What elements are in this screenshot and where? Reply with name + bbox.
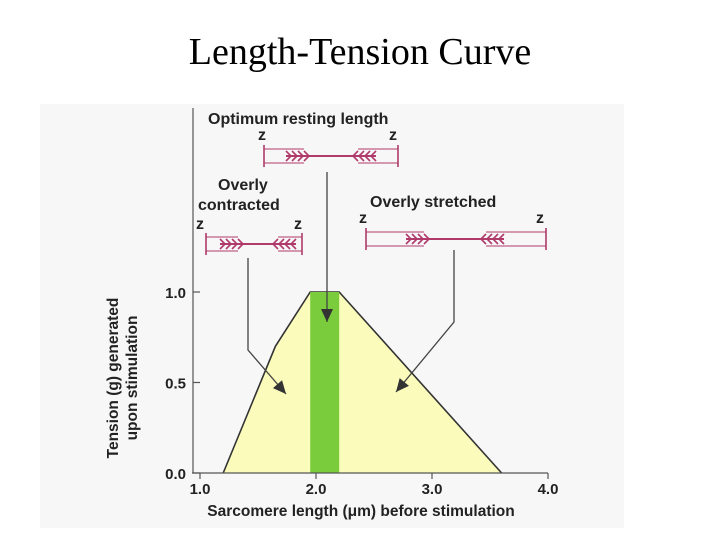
optimum-z-right: z xyxy=(389,127,397,144)
myosin-head-left xyxy=(363,150,371,162)
myosin-head-right xyxy=(231,238,239,250)
myosin-head-right xyxy=(225,238,233,250)
y-tick-label: 1.0 xyxy=(165,285,186,302)
contracted-z-right: z xyxy=(294,216,302,233)
stretched-label: Overly stretched xyxy=(370,194,496,211)
myosin-head-left xyxy=(491,233,499,245)
optimum-label: Optimum resting length xyxy=(208,111,388,128)
stretched-arrow xyxy=(395,250,455,393)
optimum-z-left: z xyxy=(258,127,266,144)
optimum-arrow xyxy=(321,172,333,322)
myosin-head-right xyxy=(303,150,311,162)
myosin-head-right xyxy=(417,233,425,245)
myosin-head-left xyxy=(283,238,291,250)
contracted-z-left: z xyxy=(196,216,204,233)
y-tick-label: 0.5 xyxy=(165,376,186,393)
arrow-head xyxy=(321,309,333,322)
myosin-head-right xyxy=(285,150,293,162)
slide-title: Length-Tension Curve xyxy=(188,31,532,73)
myosin-head-right xyxy=(411,233,419,245)
optimum-sarcomere xyxy=(263,145,399,167)
myosin-head-left xyxy=(351,150,359,162)
x-tick-label: 1.0 xyxy=(190,481,211,498)
myosin-head-right xyxy=(219,238,227,250)
myosin-head-right xyxy=(297,150,305,162)
myosin-head-left xyxy=(497,233,505,245)
arrow-head xyxy=(396,378,409,392)
contracted-sarcomere xyxy=(205,233,303,255)
stretched-z-left: z xyxy=(359,210,367,227)
contracted-label-line1: Overly xyxy=(218,177,268,194)
x-tick-label: 4.0 xyxy=(538,481,559,498)
arrow-head xyxy=(272,380,286,394)
myosin-head-left xyxy=(271,238,279,250)
stretched-z-right: z xyxy=(536,210,544,227)
myosin-head-right xyxy=(237,238,245,250)
optimum-band xyxy=(310,292,340,473)
myosin-head-left xyxy=(485,233,493,245)
contracted-label-line2: contracted xyxy=(198,197,280,214)
myosin-head-left xyxy=(479,233,487,245)
y-tick-label: 0.0 xyxy=(165,466,186,483)
y-axis-label-line2: upon stimulation xyxy=(124,316,141,441)
contracted-arrow xyxy=(247,258,287,395)
myosin-head-right xyxy=(423,233,431,245)
stretched-sarcomere xyxy=(365,228,547,250)
myosin-head-left xyxy=(289,238,297,250)
y-axis-label-line1: Tension (g) generated xyxy=(105,298,122,459)
tension-area xyxy=(223,292,502,473)
x-tick-label: 2.0 xyxy=(306,481,327,498)
myosin-head-right xyxy=(291,150,299,162)
x-axis-label: Sarcomere length (μm) before stimulation xyxy=(207,503,514,520)
x-tick-label: 3.0 xyxy=(422,481,443,498)
arrow-line xyxy=(247,258,287,395)
myosin-head-left xyxy=(277,238,285,250)
arrow-line xyxy=(395,250,455,393)
myosin-head-left xyxy=(357,150,365,162)
myosin-head-left xyxy=(369,150,377,162)
myosin-head-right xyxy=(405,233,413,245)
